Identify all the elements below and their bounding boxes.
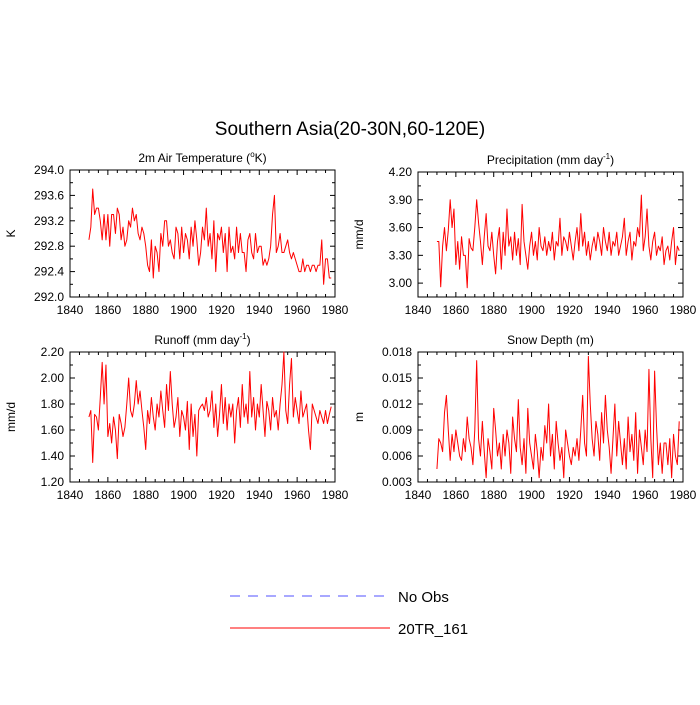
x-tick-label: 1940 <box>594 303 621 317</box>
panel-temperature: 2m Air Temperature (oK) K 1840 1860 1880 1900… <box>4 150 349 317</box>
legend-obs-label: No Obs <box>398 589 449 606</box>
y-tick-label: 293.6 <box>34 188 64 202</box>
panel-snow-depth: Snow Depth (m) m 1840 1860 1880 1900 1920 1940 1… <box>352 333 697 502</box>
legend-model-label: 20TR_161 <box>398 621 468 638</box>
x-tick-label: 1900 <box>170 488 197 502</box>
x-tick-label: 1880 <box>132 488 159 502</box>
panel-title: Runoff (mm day-1) <box>154 332 250 347</box>
panel-title-main: Snow Depth (m) <box>507 333 594 347</box>
panel-title: Precipitation (mm day-1) <box>487 152 614 167</box>
y-axis-label: mm/d <box>4 402 18 432</box>
x-tick-label: 1960 <box>632 303 659 317</box>
y-tick-label: 3.90 <box>389 193 413 207</box>
y-tick-label: 1.20 <box>41 475 65 489</box>
x-tick-label: 1960 <box>284 303 311 317</box>
plot-frame <box>69 351 336 483</box>
legend: No Obs 20TR_161 <box>230 589 468 638</box>
series-line-20tr-161 <box>88 351 332 463</box>
x-tick-label: 1840 <box>405 488 432 502</box>
y-tick-label: 0.012 <box>382 397 412 411</box>
x-tick-label: 1920 <box>208 488 235 502</box>
x-tick-label: 1940 <box>246 488 273 502</box>
x-tick-label: 1860 <box>443 303 470 317</box>
y-tick-label: 1.80 <box>41 397 65 411</box>
panel-title-main: Runoff (mm day <box>154 333 239 347</box>
x-tick-label: 1960 <box>632 488 659 502</box>
series-line-20tr-161 <box>436 194 680 289</box>
panel-title-tail: ) <box>610 153 614 167</box>
x-tick-label: 1900 <box>170 303 197 317</box>
x-tick-label: 1920 <box>208 303 235 317</box>
y-tick-label: 3.60 <box>389 221 413 235</box>
y-tick-label: 294.0 <box>34 163 64 177</box>
y-tick-label: 292.4 <box>34 265 64 279</box>
y-axis-label: m <box>352 412 366 422</box>
y-tick-label: 2.20 <box>41 345 65 359</box>
x-tick-label: 1880 <box>132 303 159 317</box>
x-tick-label: 1880 <box>480 488 507 502</box>
x-tick-label: 1980 <box>322 303 349 317</box>
x-tick-label: 1980 <box>670 488 697 502</box>
panel-title-superscript: o <box>250 150 255 159</box>
x-tick-label: 1880 <box>480 303 507 317</box>
series-line-20tr-161 <box>88 188 332 285</box>
panels: 2m Air Temperature (oK) K 1840 1860 1880 1900… <box>4 150 697 502</box>
x-tick-label: 1900 <box>518 303 545 317</box>
x-tick-label: 1900 <box>518 488 545 502</box>
x-tick-label: 1920 <box>556 303 583 317</box>
y-tick-label: 0.018 <box>382 345 412 359</box>
y-axis-label: mm/d <box>352 220 366 250</box>
panel-title: Snow Depth (m) <box>507 333 594 347</box>
panel-title-main: 2m Air Temperature ( <box>138 151 250 165</box>
x-tick-label: 1840 <box>57 303 84 317</box>
x-tick-label: 1840 <box>405 303 432 317</box>
x-tick-label: 1860 <box>95 303 122 317</box>
x-tick-label: 1980 <box>322 488 349 502</box>
y-tick-label: 292.0 <box>34 290 64 304</box>
y-tick-label: 4.20 <box>389 165 413 179</box>
panel-runoff: Runoff (mm day-1) mm/d 1840 1860 1880 1900 192… <box>4 332 349 502</box>
panel-title-tail: ) <box>247 333 251 347</box>
x-tick-label: 1860 <box>443 488 470 502</box>
panel-title-superscript: -1 <box>603 152 611 161</box>
x-tick-label: 1860 <box>95 488 122 502</box>
y-tick-label: 2.00 <box>41 371 65 385</box>
y-tick-label: 0.015 <box>382 371 412 385</box>
panel-title: 2m Air Temperature (oK) <box>138 150 266 165</box>
y-tick-label: 0.006 <box>382 449 412 463</box>
y-tick-label: 0.009 <box>382 423 412 437</box>
y-tick-label: 292.8 <box>34 239 64 253</box>
plot-frame <box>417 171 684 298</box>
y-tick-label: 3.00 <box>389 276 413 290</box>
y-tick-label: 0.003 <box>382 475 412 489</box>
y-tick-label: 293.2 <box>34 214 64 228</box>
y-tick-label: 1.60 <box>41 423 65 437</box>
x-tick-label: 1940 <box>246 303 273 317</box>
figure-title: Southern Asia(20-30N,60-120E) <box>215 119 485 140</box>
y-tick-label: 1.40 <box>41 449 65 463</box>
x-tick-label: 1940 <box>594 488 621 502</box>
x-tick-label: 1980 <box>670 303 697 317</box>
panel-title-tail: K) <box>255 151 267 165</box>
x-tick-label: 1960 <box>284 488 311 502</box>
x-tick-label: 1840 <box>57 488 84 502</box>
panel-precipitation: Precipitation (mm day-1) mm/d 1840 1860 1880… <box>352 152 697 317</box>
x-tick-label: 1920 <box>556 488 583 502</box>
y-tick-label: 3.30 <box>389 248 413 262</box>
series-line-20tr-161 <box>436 355 680 479</box>
panel-title-main: Precipitation (mm day <box>487 153 603 167</box>
panel-title-superscript: -1 <box>240 332 248 341</box>
y-axis-label: K <box>4 229 18 237</box>
